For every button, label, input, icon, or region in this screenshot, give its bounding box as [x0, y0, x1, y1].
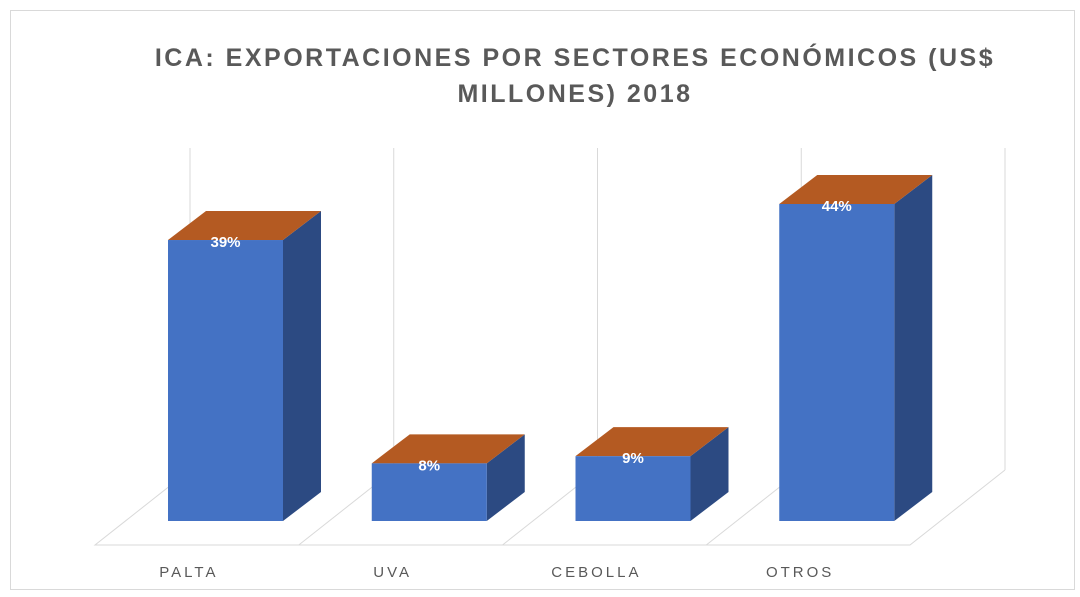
- data-label: 8%: [418, 457, 440, 474]
- data-label: 39%: [210, 234, 240, 251]
- bar-top: [371, 434, 525, 464]
- x-tick-label: CEBOLLA: [551, 564, 641, 581]
- data-label: 44%: [822, 198, 852, 215]
- bar: [168, 240, 283, 522]
- x-tick-label: UVA: [373, 564, 412, 581]
- bar-top: [575, 427, 729, 457]
- bar: [779, 204, 895, 521]
- bar-side: [690, 427, 729, 521]
- chart-title: ICA: EXPORTACIONES POR SECTORES ECONÓMIC…: [154, 44, 996, 108]
- bar-side: [283, 211, 321, 522]
- x-tick-label: OTROS: [766, 564, 834, 581]
- bar: [575, 456, 691, 521]
- bar-side: [894, 175, 933, 521]
- bar-top: [168, 211, 321, 241]
- bar-top: [779, 175, 933, 204]
- bar-side: [486, 434, 525, 521]
- x-tick-label: PALTA: [159, 564, 218, 581]
- bar: [371, 463, 487, 521]
- chart-border: [10, 10, 1075, 590]
- data-label: 9%: [622, 450, 644, 467]
